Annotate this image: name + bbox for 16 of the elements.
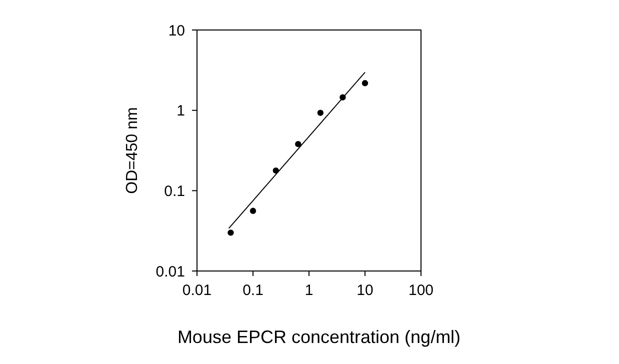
y-tick-label: 1 xyxy=(176,102,185,120)
x-tick-label: 1 xyxy=(304,282,314,299)
x-tick-label: 0.1 xyxy=(242,282,264,299)
point xyxy=(362,80,368,86)
x-tick-label: 100 xyxy=(408,282,434,299)
y-tick-label: 0.1 xyxy=(164,182,185,200)
point xyxy=(317,110,324,116)
y-tick-label: 0.01 xyxy=(156,263,185,280)
x-tick-label: 10 xyxy=(356,282,374,299)
y-axis-title: OD=450 nm xyxy=(124,107,141,194)
point xyxy=(228,230,234,236)
x-axis-title: Mouse EPCR concentration (ng/ml) xyxy=(177,327,461,347)
x-tick-label: 0.01 xyxy=(182,282,212,299)
point xyxy=(250,208,256,214)
y-tick-label: 10 xyxy=(168,22,185,40)
point xyxy=(295,141,302,148)
